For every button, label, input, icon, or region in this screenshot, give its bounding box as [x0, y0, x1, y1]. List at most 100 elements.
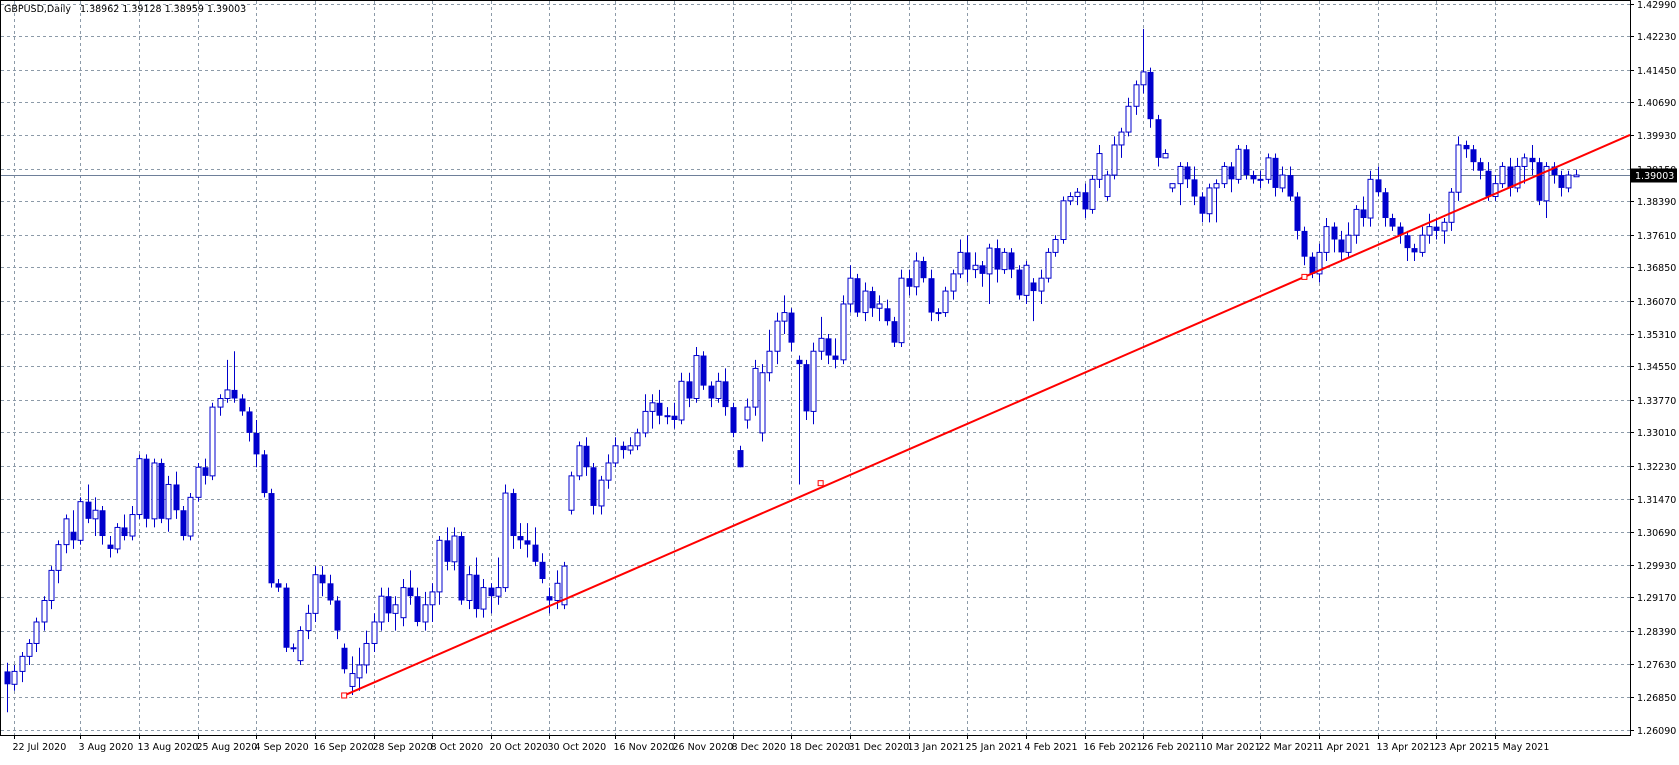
- candle: [1316, 243, 1323, 283]
- trendline-anchor[interactable]: [817, 480, 824, 487]
- candle: [422, 591, 429, 631]
- candle-body-bearish: [1485, 170, 1492, 197]
- x-tick-label: 26 Nov 2020: [673, 742, 734, 753]
- ohlc-label: 1.38962 1.39128 1.38959 1.39003: [80, 4, 246, 15]
- candle-body-bearish: [4, 671, 11, 685]
- y-tick-label: 1.35310: [1637, 330, 1676, 341]
- candle: [876, 295, 883, 322]
- candle-body-bullish: [41, 599, 48, 623]
- candle-body-bullish: [1140, 71, 1147, 86]
- candle-body-bearish: [1463, 144, 1470, 150]
- candle-body-bullish: [810, 350, 817, 412]
- candle: [209, 402, 216, 481]
- trendline-line[interactable]: [343, 134, 1631, 697]
- candle-body-bearish: [796, 359, 803, 365]
- candle-body-bullish: [1221, 165, 1228, 185]
- candle: [458, 531, 465, 605]
- candle-body-bearish: [832, 355, 839, 360]
- candle: [1140, 28, 1147, 94]
- candle: [480, 579, 487, 618]
- candle-body-bullish: [1323, 226, 1330, 253]
- candle: [356, 647, 363, 691]
- candle: [1104, 170, 1111, 201]
- candle-body-bullish: [1133, 84, 1140, 107]
- candle-body-bearish: [70, 531, 77, 541]
- candle-body-bearish: [1338, 239, 1345, 253]
- candle: [63, 514, 70, 554]
- candle: [283, 583, 290, 653]
- trendline-anchor[interactable]: [1301, 273, 1308, 280]
- trendline-anchor[interactable]: [341, 692, 348, 699]
- candle: [55, 540, 62, 584]
- candle-body-bearish: [1360, 209, 1367, 219]
- candle: [840, 295, 847, 365]
- y-tick-label: 1.38390: [1637, 197, 1676, 208]
- x-tick-label: 25 Jan 2021: [966, 742, 1023, 753]
- candle-body-bullish: [913, 260, 920, 288]
- candle: [400, 579, 407, 627]
- candle: [378, 587, 385, 631]
- x-tick-label: 10 Mar 2021: [1201, 742, 1261, 753]
- candle-body-bullish: [642, 410, 649, 434]
- y-tick-label: 1.31470: [1637, 495, 1676, 506]
- candle-body-bullish: [972, 264, 979, 271]
- candle-body-bullish: [1177, 165, 1184, 185]
- candle: [517, 523, 524, 549]
- candle-body-bullish: [1118, 131, 1125, 146]
- candle: [85, 484, 92, 524]
- candle: [1389, 213, 1396, 231]
- x-tick-label: 30 Oct 2020: [548, 742, 607, 753]
- x-tick-label: 22 Mar 2021: [1259, 742, 1319, 753]
- candle-body-bearish: [1016, 269, 1023, 296]
- candle: [334, 596, 341, 640]
- candle: [774, 312, 781, 365]
- candle: [1338, 230, 1345, 261]
- candle: [627, 437, 634, 455]
- candle: [964, 235, 971, 283]
- candle-body-bearish: [1477, 162, 1484, 171]
- candle-body-bullish: [224, 389, 231, 400]
- candle-body-bullish: [63, 518, 70, 546]
- candle: [818, 316, 825, 360]
- candle-body-bullish: [1345, 234, 1352, 253]
- candle-body-bearish: [458, 536, 465, 601]
- candle-body-bullish: [1067, 196, 1074, 202]
- candle-body-bullish: [1038, 277, 1045, 292]
- candle-body-bearish: [239, 398, 246, 412]
- candle: [121, 514, 128, 541]
- candle: [700, 351, 707, 390]
- candle: [1030, 278, 1037, 322]
- candle-body-bearish: [1411, 248, 1418, 253]
- candle: [620, 441, 627, 459]
- candle: [1177, 162, 1184, 206]
- candle-body-bearish: [620, 445, 627, 451]
- candle-body-bullish: [55, 544, 62, 571]
- candle: [290, 643, 297, 653]
- candle-body-bullish: [1316, 251, 1323, 275]
- candle-body-bearish: [268, 493, 275, 584]
- candle: [1411, 243, 1418, 261]
- x-tick-label: 8 Dec 2020: [732, 742, 787, 753]
- candle-body-bullish: [1125, 105, 1132, 133]
- trendline[interactable]: [341, 134, 1631, 699]
- candle-body-bearish: [869, 291, 876, 309]
- candle: [664, 407, 671, 425]
- candle-body-bullish: [1419, 234, 1426, 253]
- candle: [1433, 218, 1440, 240]
- x-tick-label: 23 Apr 2021: [1435, 742, 1494, 753]
- candle-body-bullish: [1543, 165, 1550, 202]
- candle: [1470, 144, 1477, 171]
- candle-body-bullish: [209, 406, 216, 477]
- candle-body-bearish: [700, 355, 707, 386]
- candle-body-bullish: [1448, 191, 1455, 223]
- candle: [41, 596, 48, 631]
- candle: [319, 566, 326, 597]
- candle: [1573, 169, 1580, 178]
- candle: [26, 639, 33, 665]
- candle-body-bullish: [1060, 200, 1067, 241]
- y-tick-label: 1.33770: [1637, 396, 1676, 407]
- x-tick-label: 13 Aug 2020: [138, 742, 199, 753]
- chart-symbol-label: GBPUSD,Daily: [4, 4, 71, 15]
- candle: [1008, 248, 1015, 279]
- candle: [1060, 196, 1067, 244]
